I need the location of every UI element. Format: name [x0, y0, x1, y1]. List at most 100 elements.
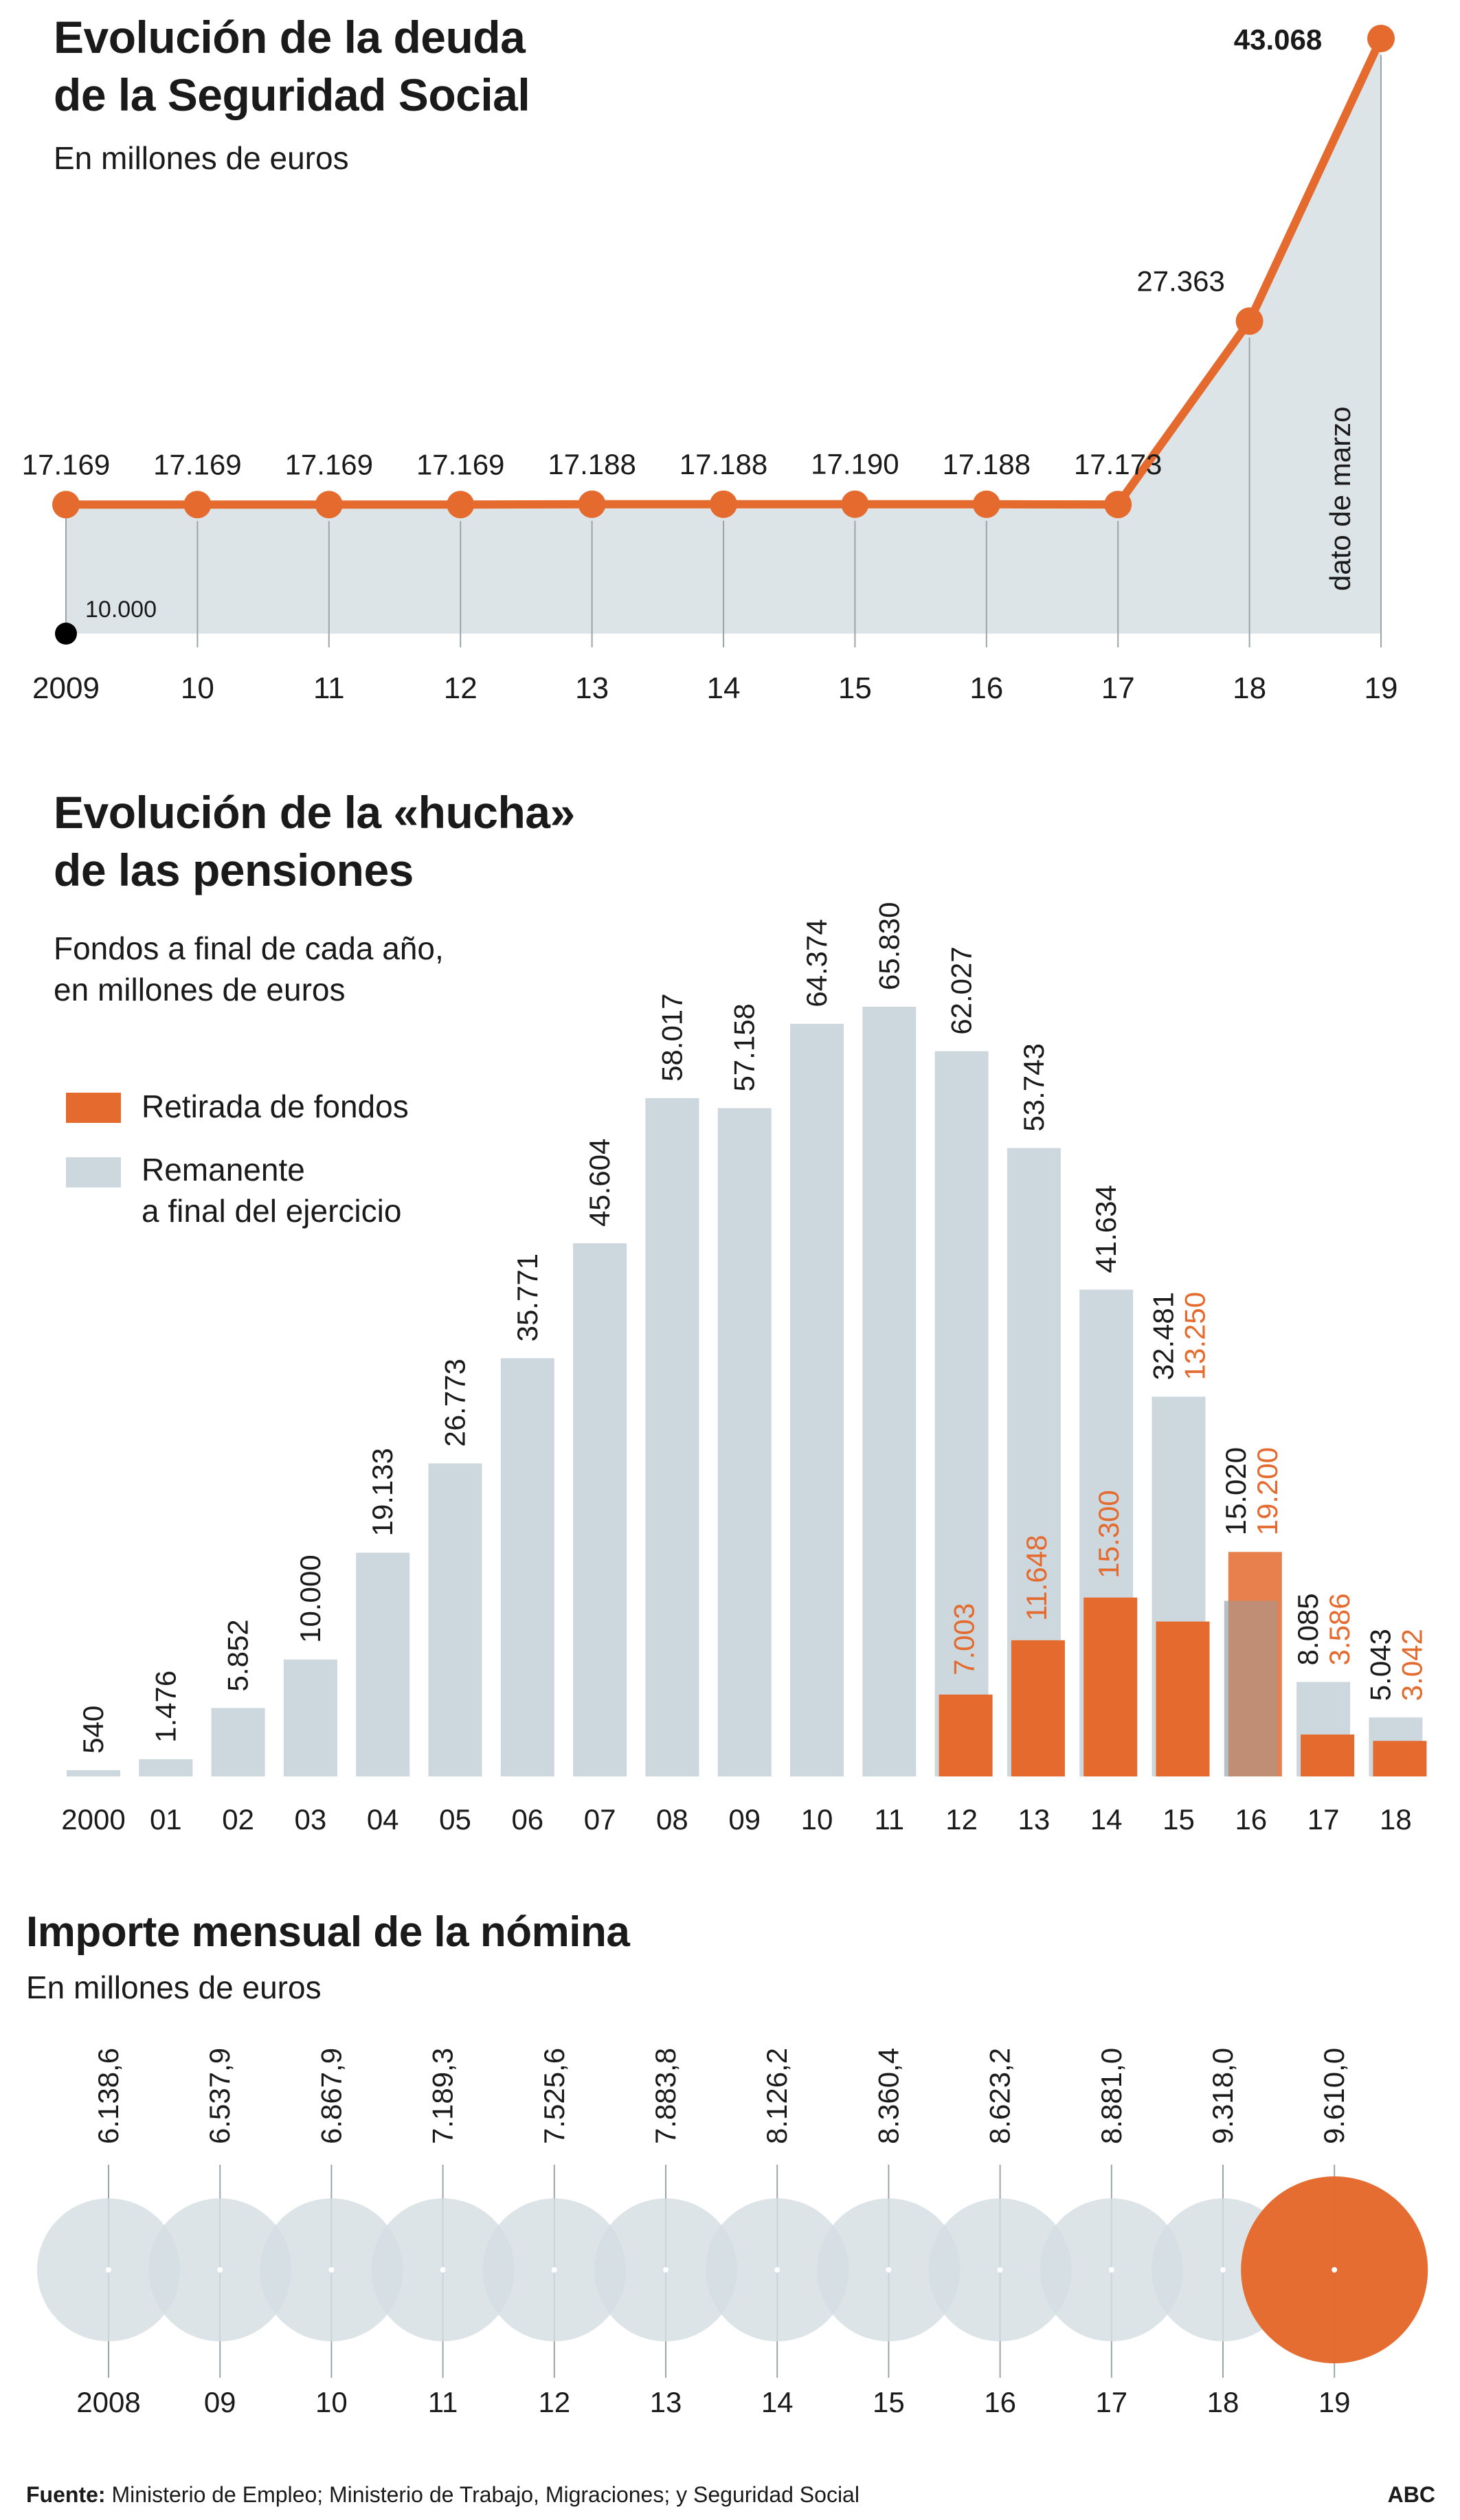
fund-withdrawal-label: 19.200: [1251, 1447, 1283, 1535]
fund-withdrawal-bar: [1301, 1734, 1355, 1776]
fund-withdrawal-label: 3.042: [1395, 1629, 1428, 1701]
fund-remaining-label: 45.604: [583, 1139, 616, 1227]
fund-withdrawal-bar: [1156, 1621, 1210, 1776]
debt-value-label: 17.188: [680, 448, 767, 480]
debt-x-tick: 11: [313, 671, 345, 705]
debt-x-tick: 17: [1101, 671, 1135, 705]
debt-title-line2: de la Seguridad Social: [54, 69, 530, 120]
payroll-value-label: 7.525,6: [538, 2048, 570, 2144]
fund-withdrawal-bar: [1083, 1597, 1138, 1776]
debt-x-tick: 19: [1364, 671, 1398, 705]
debt-base-dot: [55, 623, 77, 645]
debt-value-label: 27.363: [1136, 265, 1224, 297]
payroll-value-label: 9.318,0: [1206, 2048, 1239, 2144]
payroll-center-dot: [774, 2267, 780, 2273]
payroll-x-tick: 2008: [76, 2386, 140, 2418]
payroll-x-tick: 17: [1095, 2386, 1127, 2418]
debt-value-label: 17.173: [1074, 448, 1162, 480]
fund-remaining-label: 41.634: [1090, 1185, 1122, 1273]
fund-remaining-label: 35.771: [511, 1253, 543, 1341]
fund-remaining-label: 64.374: [800, 919, 833, 1007]
fund-withdrawal-label: 13.250: [1179, 1292, 1211, 1380]
fund-remaining-bar: [717, 1108, 772, 1776]
fund-x-tick: 03: [295, 1803, 327, 1836]
fund-remaining-label: 58.017: [655, 993, 688, 1081]
payroll-value-label: 8.881,0: [1095, 2048, 1127, 2144]
source-note: Fuente: Ministerio de Empleo; Ministerio…: [26, 2482, 860, 2508]
fund-remaining-bar: [790, 1023, 844, 1776]
payroll-center-dot: [1220, 2267, 1226, 2273]
debt-x-tick: 15: [838, 671, 872, 705]
payroll-value-label: 6.138,6: [92, 2048, 124, 2144]
debt-point: [972, 490, 1000, 518]
payroll-center-dot: [106, 2267, 111, 2273]
payroll-x-tick: 12: [538, 2386, 570, 2418]
payroll-center-dot: [1108, 2267, 1114, 2273]
debt-point: [447, 491, 475, 519]
payroll-value-label: 9.610,0: [1318, 2048, 1350, 2144]
fund-withdrawal-bar: [1011, 1640, 1065, 1776]
debt-value-label: 17.169: [22, 448, 110, 480]
fund-chart-title: Evolución de la «hucha» de las pensiones: [54, 783, 575, 899]
fund-remaining-bar: [67, 1770, 120, 1776]
payroll-center-dot: [217, 2267, 223, 2273]
fund-x-tick: 10: [801, 1803, 833, 1836]
debt-point: [578, 490, 606, 518]
fund-x-tick: 06: [511, 1803, 543, 1836]
fund-remaining-label: 32.481: [1147, 1292, 1180, 1380]
source-label: Fuente:: [26, 2482, 106, 2507]
fund-remaining-label: 5.043: [1364, 1629, 1396, 1701]
fund-x-tick: 14: [1090, 1803, 1123, 1836]
debt-x-tick: 18: [1233, 671, 1266, 705]
debt-point: [315, 491, 343, 519]
payroll-x-tick: 18: [1207, 2386, 1239, 2418]
payroll-x-tick: 10: [315, 2386, 348, 2418]
fund-x-tick: 15: [1163, 1803, 1195, 1836]
payroll-center-dot: [328, 2267, 335, 2273]
payroll-value-label: 8.623,2: [984, 2048, 1016, 2144]
fund-remaining-label: 26.773: [439, 1359, 471, 1447]
debt-base-label: 10.000: [85, 596, 157, 623]
payroll-x-tick: 19: [1318, 2386, 1351, 2418]
fund-remaining-bar: [500, 1358, 554, 1776]
fund-remaining-overlay: [1224, 1601, 1278, 1776]
fund-remaining-label: 62.027: [945, 946, 978, 1034]
fund-remaining-label: 53.743: [1018, 1043, 1050, 1131]
fund-remaining-label: 10.000: [294, 1554, 326, 1642]
fund-x-tick: 18: [1380, 1803, 1412, 1836]
source-text: Ministerio de Empleo; Ministerio de Trab…: [111, 2482, 860, 2507]
payroll-value-label: 6.867,9: [315, 2048, 347, 2144]
debt-point: [710, 490, 737, 518]
debt-point: [52, 491, 80, 519]
debt-x-tick: 16: [969, 671, 1003, 705]
payroll-center-dot: [997, 2267, 1003, 2273]
payroll-x-tick: 09: [204, 2386, 236, 2418]
fund-x-tick: 09: [728, 1803, 761, 1836]
fund-remaining-bar: [139, 1759, 193, 1776]
fund-x-tick: 05: [439, 1803, 471, 1836]
fund-withdrawal-bar: [1373, 1741, 1427, 1776]
debt-point: [1235, 307, 1264, 335]
debt-x-tick: 2009: [32, 671, 100, 705]
debt-point: [183, 491, 212, 519]
legend-swatch-remaining: [66, 1157, 121, 1187]
fund-withdrawal-label: 7.003: [948, 1603, 980, 1675]
fund-remaining-label: 19.133: [366, 1448, 398, 1536]
fund-remaining-bar: [211, 1708, 265, 1776]
legend-remaining-line1: Remanente: [142, 1152, 305, 1187]
debt-x-tick: 10: [181, 671, 214, 705]
payroll-center-dot: [1332, 2267, 1338, 2273]
fund-title-line1: Evolución de la «hucha»: [54, 787, 575, 838]
debt-value-label: 17.169: [153, 448, 241, 480]
fund-remaining-bar: [428, 1463, 482, 1776]
fund-withdrawal-bar: [939, 1694, 993, 1776]
debt-point: [841, 490, 869, 518]
fund-x-tick: 02: [222, 1803, 254, 1836]
payroll-x-tick: 14: [761, 2386, 794, 2418]
fund-subtitle-line2: en millones de euros: [54, 972, 346, 1007]
brand-logo: ABC: [1387, 2482, 1435, 2507]
fund-remaining-bar: [283, 1659, 337, 1776]
payroll-center-dot: [886, 2267, 892, 2273]
debt-value-label: 17.188: [943, 448, 1031, 480]
